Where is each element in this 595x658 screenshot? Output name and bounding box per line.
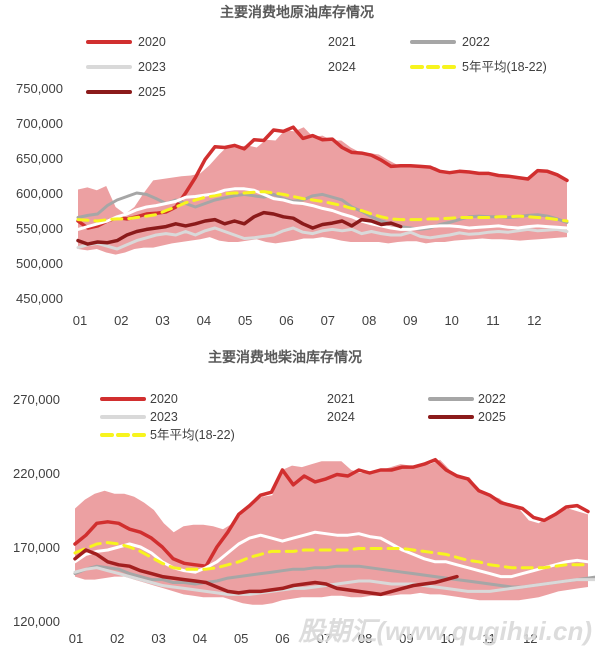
x-tick-label: 02 <box>114 313 128 328</box>
x-tick-label: 12 <box>527 313 541 328</box>
x-tick-label: 03 <box>155 313 169 328</box>
series-line-2025 <box>73 548 459 597</box>
x-tick-label: 10 <box>440 631 454 646</box>
series-line-2024 <box>76 187 569 231</box>
legend-label: 2023 <box>150 410 178 424</box>
series-line-2023 <box>76 226 569 251</box>
x-tick-label: 08 <box>362 313 376 328</box>
legend-label: 2024 <box>327 410 355 424</box>
legend-label: 2025 <box>138 85 166 99</box>
x-tick-label: 12 <box>523 631 537 646</box>
legend-label: 2020 <box>138 35 166 49</box>
x-tick-label: 03 <box>151 631 165 646</box>
y-tick-label: 450,000 <box>16 291 63 306</box>
y-tick-label: 550,000 <box>16 221 63 236</box>
legend-label: 2021 <box>327 392 355 406</box>
x-tick-label: 06 <box>275 631 289 646</box>
x-tick-label: 11 <box>486 313 500 328</box>
y-tick-label: 170,000 <box>13 540 60 555</box>
watermark: 股期汇(www.qugihui.cn) <box>297 616 592 646</box>
diesel-inventory-chart: 主要消费地柴油库存情况 270,000 220,000 170,000 120,000… <box>13 349 595 646</box>
y-tick-label: 270,000 <box>13 392 60 407</box>
series-line-5-18-22- <box>73 541 590 571</box>
crude-oil-inventory-chart: 主要消费地原油库存情况 750,000 700,000 650,000 600,000… <box>16 4 569 328</box>
legend-label: 2021 <box>328 35 356 49</box>
chart-title: 主要消费地原油库存情况 <box>220 4 374 20</box>
y-tick-label: 600,000 <box>16 186 63 201</box>
x-tick-label: 04 <box>193 631 207 646</box>
y-tick-label: 500,000 <box>16 256 63 271</box>
x-tick-label: 02 <box>110 631 124 646</box>
x-tick-label: 04 <box>197 313 211 328</box>
y-tick-label: 650,000 <box>16 151 63 166</box>
series-line-2020 <box>76 125 569 230</box>
legend-label: 2025 <box>478 410 506 424</box>
y-tick-label: 700,000 <box>16 116 63 131</box>
x-tick-label: 10 <box>444 313 458 328</box>
legend-label: 5年平均(18-22) <box>462 60 547 74</box>
legend-label: 2022 <box>462 35 490 49</box>
x-tick-label: 08 <box>358 631 372 646</box>
y-tick-label: 220,000 <box>13 466 60 481</box>
x-tick-label: 09 <box>399 631 413 646</box>
y-tick-label: 750,000 <box>16 81 63 96</box>
series-line-2025 <box>76 210 403 246</box>
legend-label: 2024 <box>328 60 356 74</box>
legend-label: 2022 <box>478 392 506 406</box>
x-tick-label: 07 <box>321 313 335 328</box>
chart-title: 主要消费地柴油库存情况 <box>208 349 362 365</box>
x-tick-label: 05 <box>238 313 252 328</box>
series-line-2023 <box>73 566 595 596</box>
legend-label: 2020 <box>150 392 178 406</box>
x-tick-label: 11 <box>482 631 496 646</box>
x-tick-label: 05 <box>234 631 248 646</box>
y-tick-label: 120,000 <box>13 614 60 629</box>
series-line-2020 <box>73 457 590 568</box>
legend-label: 5年平均(18-22) <box>150 428 235 442</box>
x-tick-label: 01 <box>73 313 87 328</box>
series-line-5-18-22- <box>76 190 569 223</box>
x-tick-label: 06 <box>279 313 293 328</box>
series-line-2024 <box>73 530 590 579</box>
x-tick-label: 09 <box>403 313 417 328</box>
legend-label: 2023 <box>138 60 166 74</box>
x-tick-label: 01 <box>69 631 83 646</box>
x-tick-label: 07 <box>317 631 331 646</box>
